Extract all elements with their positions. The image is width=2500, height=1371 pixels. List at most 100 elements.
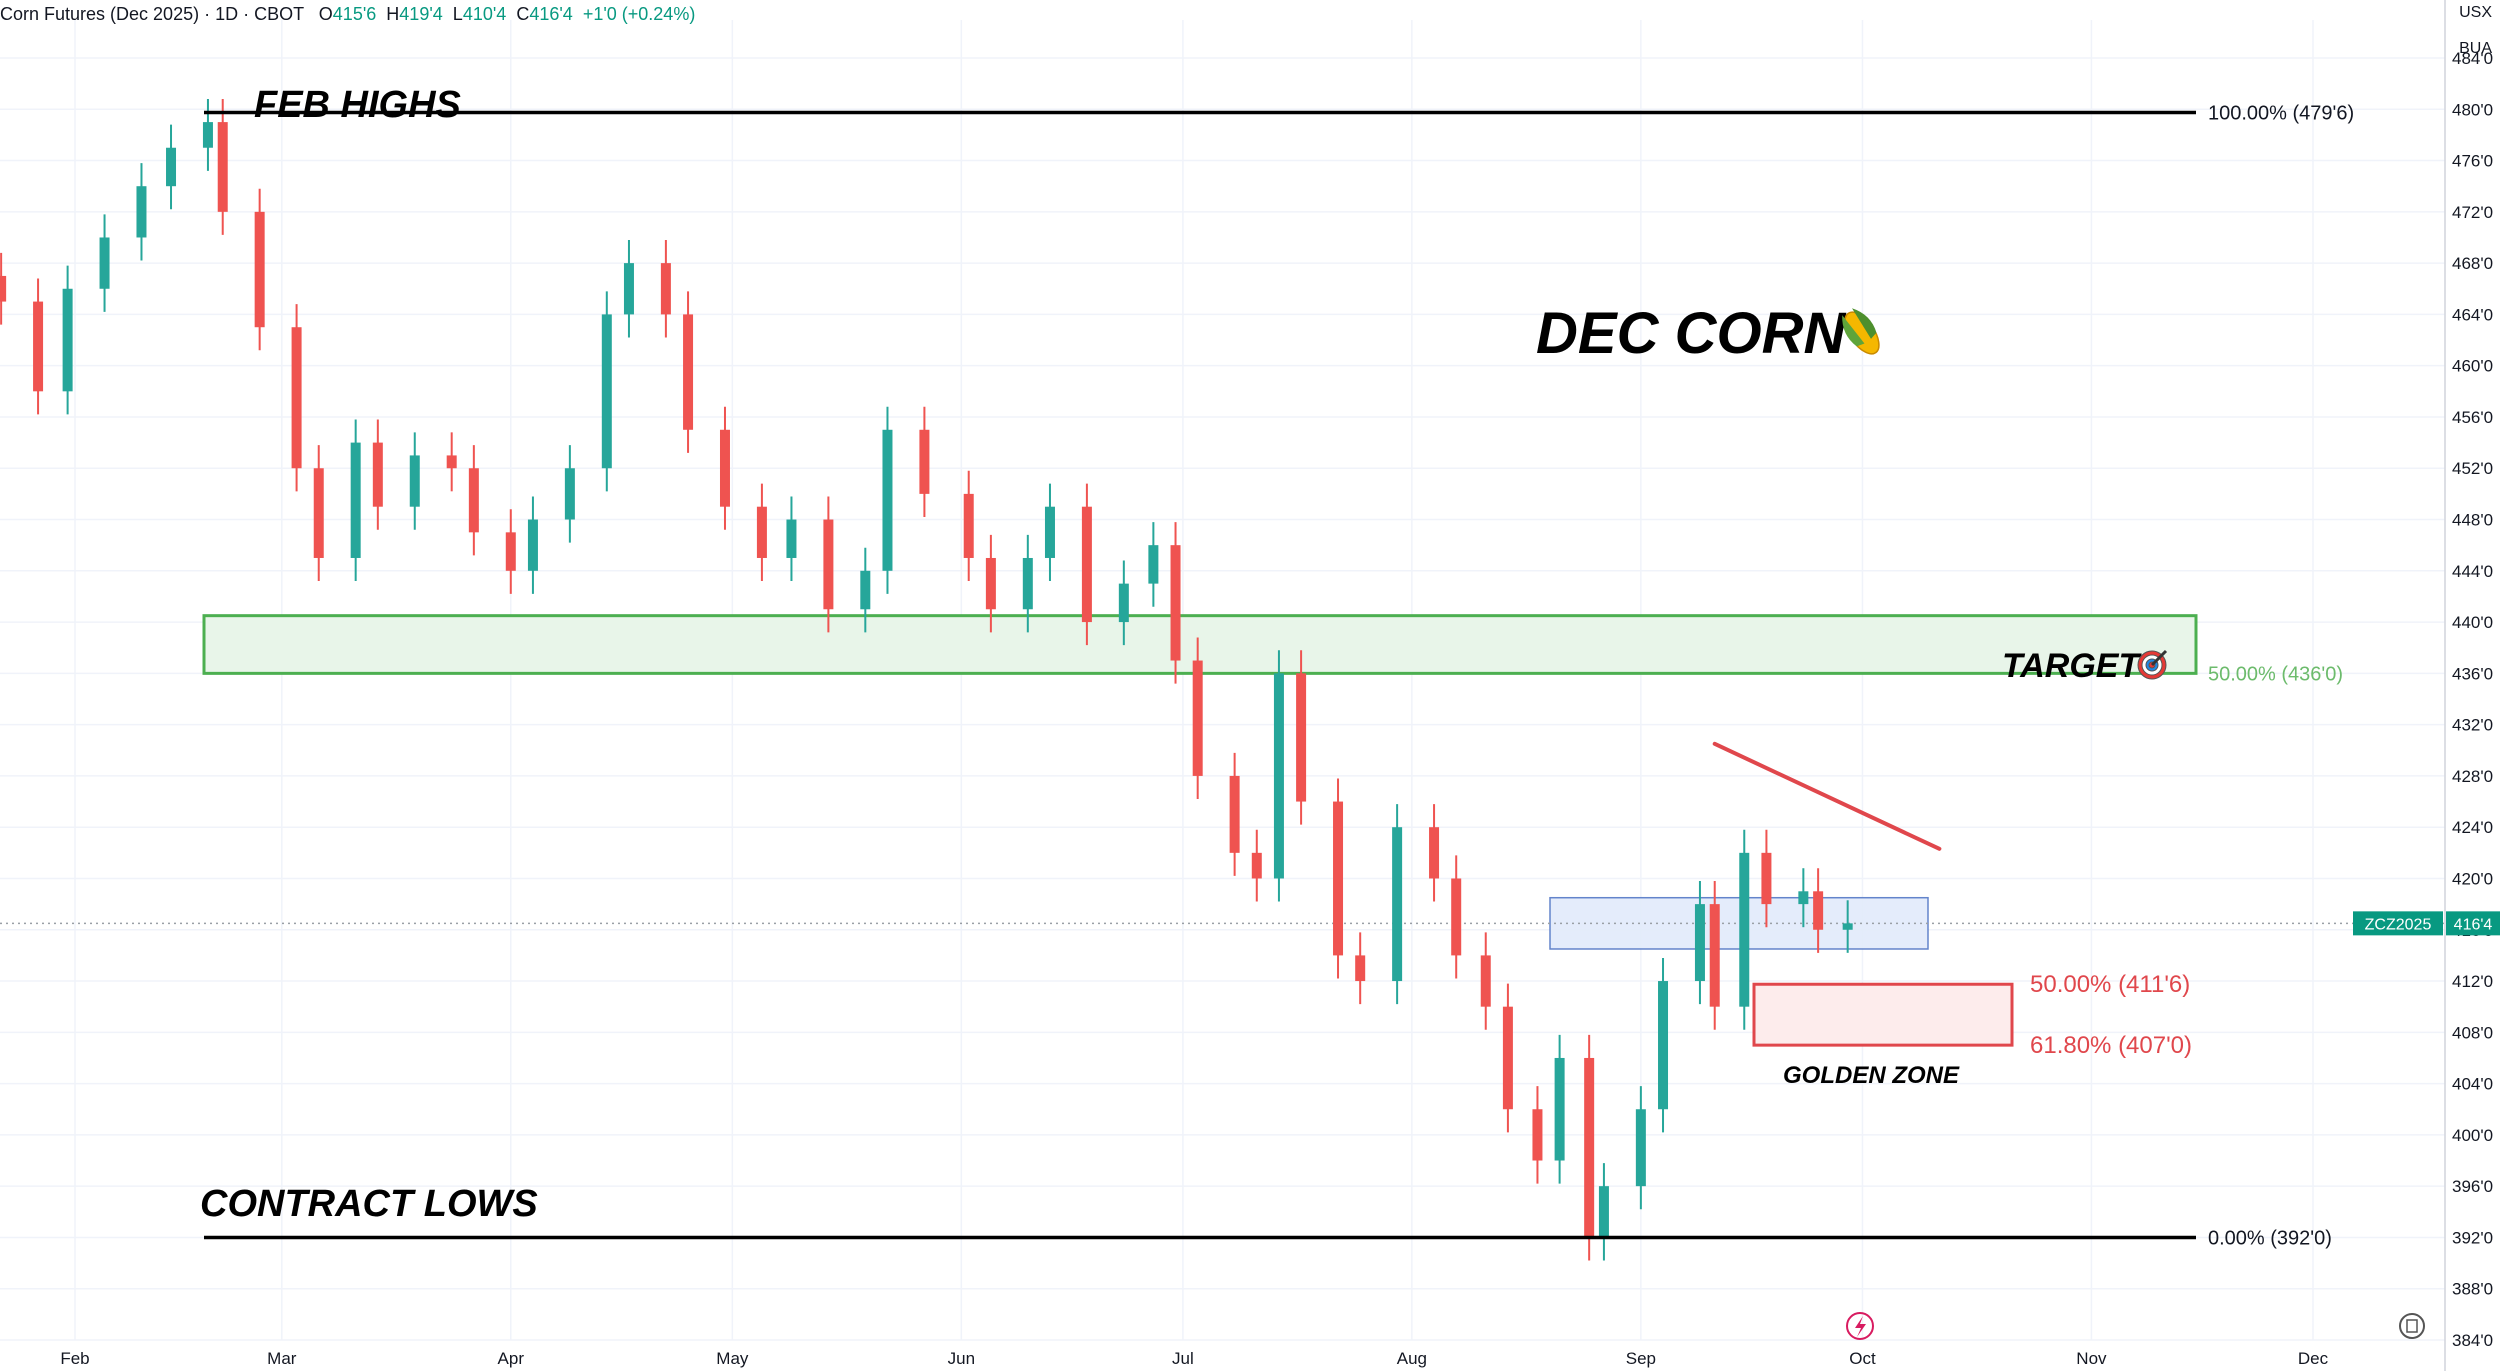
- corn-icon: [1842, 308, 1880, 355]
- candle-body: [882, 429, 893, 571]
- y-tick-label: 484'0: [2452, 49, 2493, 68]
- x-tick-label: Jul: [1172, 1349, 1194, 1368]
- price-tag-symbol-box: [2353, 911, 2443, 936]
- candle-body: [446, 455, 457, 469]
- x-tick-label: Feb: [60, 1349, 89, 1368]
- x-tick-label: Nov: [2076, 1349, 2107, 1368]
- y-tick-label: 408'0: [2452, 1023, 2493, 1042]
- close-value: 416'4: [529, 4, 573, 24]
- candle-body: [1739, 852, 1750, 1007]
- candle-body: [372, 442, 383, 507]
- candles: [0, 99, 1853, 1261]
- dartboard-target-icon: [2137, 649, 2168, 680]
- chart-header: Corn Futures (Dec 2025) · 1D · CBOT O415…: [0, 4, 695, 25]
- candle-body: [1842, 923, 1853, 930]
- candle-body: [1813, 891, 1824, 930]
- candle-body: [1148, 545, 1159, 584]
- y-tick-label: 392'0: [2452, 1228, 2493, 1247]
- y-tick-label: 404'0: [2452, 1075, 2493, 1094]
- lightning-icon: [1846, 1312, 1874, 1340]
- candle-body: [1022, 557, 1033, 610]
- candle-body: [350, 442, 361, 558]
- y-tick-label: 384'0: [2452, 1331, 2493, 1350]
- y-tick-label: 436'0: [2452, 664, 2493, 683]
- y-tick-label: 440'0: [2452, 613, 2493, 632]
- candle-body: [985, 557, 996, 610]
- candle-body: [1635, 1109, 1646, 1187]
- y-tick-label: 460'0: [2452, 357, 2493, 376]
- price-tag-value: 416'4: [2454, 916, 2493, 933]
- candle-body: [217, 122, 228, 212]
- candle-body: [660, 263, 671, 315]
- reset-scale-icon[interactable]: [2399, 1313, 2425, 1339]
- candle-body: [1296, 673, 1307, 802]
- candle-body: [1333, 801, 1344, 956]
- candle-body: [564, 468, 575, 520]
- y-tick-label: 468'0: [2452, 254, 2493, 273]
- candle-body: [601, 314, 612, 469]
- feb-highs-label: FEB HIGHS: [254, 84, 461, 126]
- low-value: 410'4: [462, 4, 507, 24]
- golden-zone-box: [1752, 982, 2014, 1047]
- candle-body: [1118, 583, 1129, 623]
- candle-body: [1480, 955, 1491, 1007]
- high-label: H: [386, 4, 400, 24]
- contract-lows-label: CONTRACT LOWS: [200, 1183, 538, 1225]
- y-tick-label: 388'0: [2452, 1280, 2493, 1299]
- candle-body: [1598, 1186, 1609, 1238]
- support-box: [1549, 896, 1929, 950]
- y-tick-label: 424'0: [2452, 818, 2493, 837]
- x-tick-label: Oct: [1849, 1349, 1876, 1368]
- contract-lows-level: 0.00% (392'0): [2208, 1227, 2332, 1249]
- price-tag-symbol: ZCZ2025: [2365, 916, 2432, 933]
- candle-body: [683, 314, 694, 430]
- candle-body: [527, 519, 538, 571]
- candle-body: [1584, 1057, 1595, 1238]
- candle-body: [62, 288, 73, 392]
- candle-body: [1170, 545, 1181, 661]
- y-tick-label: 448'0: [2452, 511, 2493, 530]
- low-label: L: [452, 4, 463, 24]
- candle-body: [1251, 852, 1262, 879]
- candle-body: [1658, 981, 1669, 1110]
- x-tick-label: Dec: [2298, 1349, 2329, 1368]
- candle-body: [1081, 506, 1092, 623]
- candle-body: [823, 519, 834, 610]
- candle-body: [1429, 827, 1440, 879]
- high-value: 419'4: [399, 4, 443, 24]
- x-tick-label: Aug: [1397, 1349, 1427, 1368]
- candle-body: [1694, 904, 1705, 982]
- golden-zone-lower-level: 61.80% (407'0): [2030, 1032, 2192, 1059]
- candle-body: [1192, 660, 1203, 776]
- candle-body: [1554, 1057, 1565, 1161]
- y-tick-label: 412'0: [2452, 972, 2493, 991]
- candle-body: [1451, 878, 1462, 956]
- candle-body: [254, 211, 265, 328]
- y-tick-label: 400'0: [2452, 1126, 2493, 1145]
- candle-body: [919, 429, 930, 494]
- candle-body: [99, 237, 110, 289]
- candle-body: [1798, 891, 1809, 905]
- y-tick-label: 464'0: [2452, 305, 2493, 324]
- chart-title: DEC CORN: [1536, 301, 1846, 366]
- candle-body: [963, 493, 974, 558]
- y-tick-label: 452'0: [2452, 459, 2493, 478]
- symbol-title: Corn Futures (Dec 2025) · 1D · CBOT: [0, 4, 304, 24]
- x-tick-label: May: [716, 1349, 749, 1368]
- candle-body: [786, 519, 797, 558]
- y-tick-label: 396'0: [2452, 1177, 2493, 1196]
- candle-body: [860, 570, 871, 610]
- candle-body: [1532, 1109, 1543, 1161]
- candle-body: [313, 468, 324, 558]
- golden-zone-label: GOLDEN ZONE: [1783, 1062, 1960, 1089]
- candle-body: [719, 429, 730, 507]
- currency-unit: USX: [2459, 4, 2492, 21]
- x-tick-label: Apr: [498, 1349, 525, 1368]
- y-tick-label: 472'0: [2452, 203, 2493, 222]
- candle-body: [1709, 904, 1720, 1007]
- candle-body: [1392, 827, 1403, 982]
- target-level: 50.00% (436'0): [2208, 663, 2343, 685]
- y-tick-label: 428'0: [2452, 767, 2493, 786]
- y-tick-label: 480'0: [2452, 100, 2493, 119]
